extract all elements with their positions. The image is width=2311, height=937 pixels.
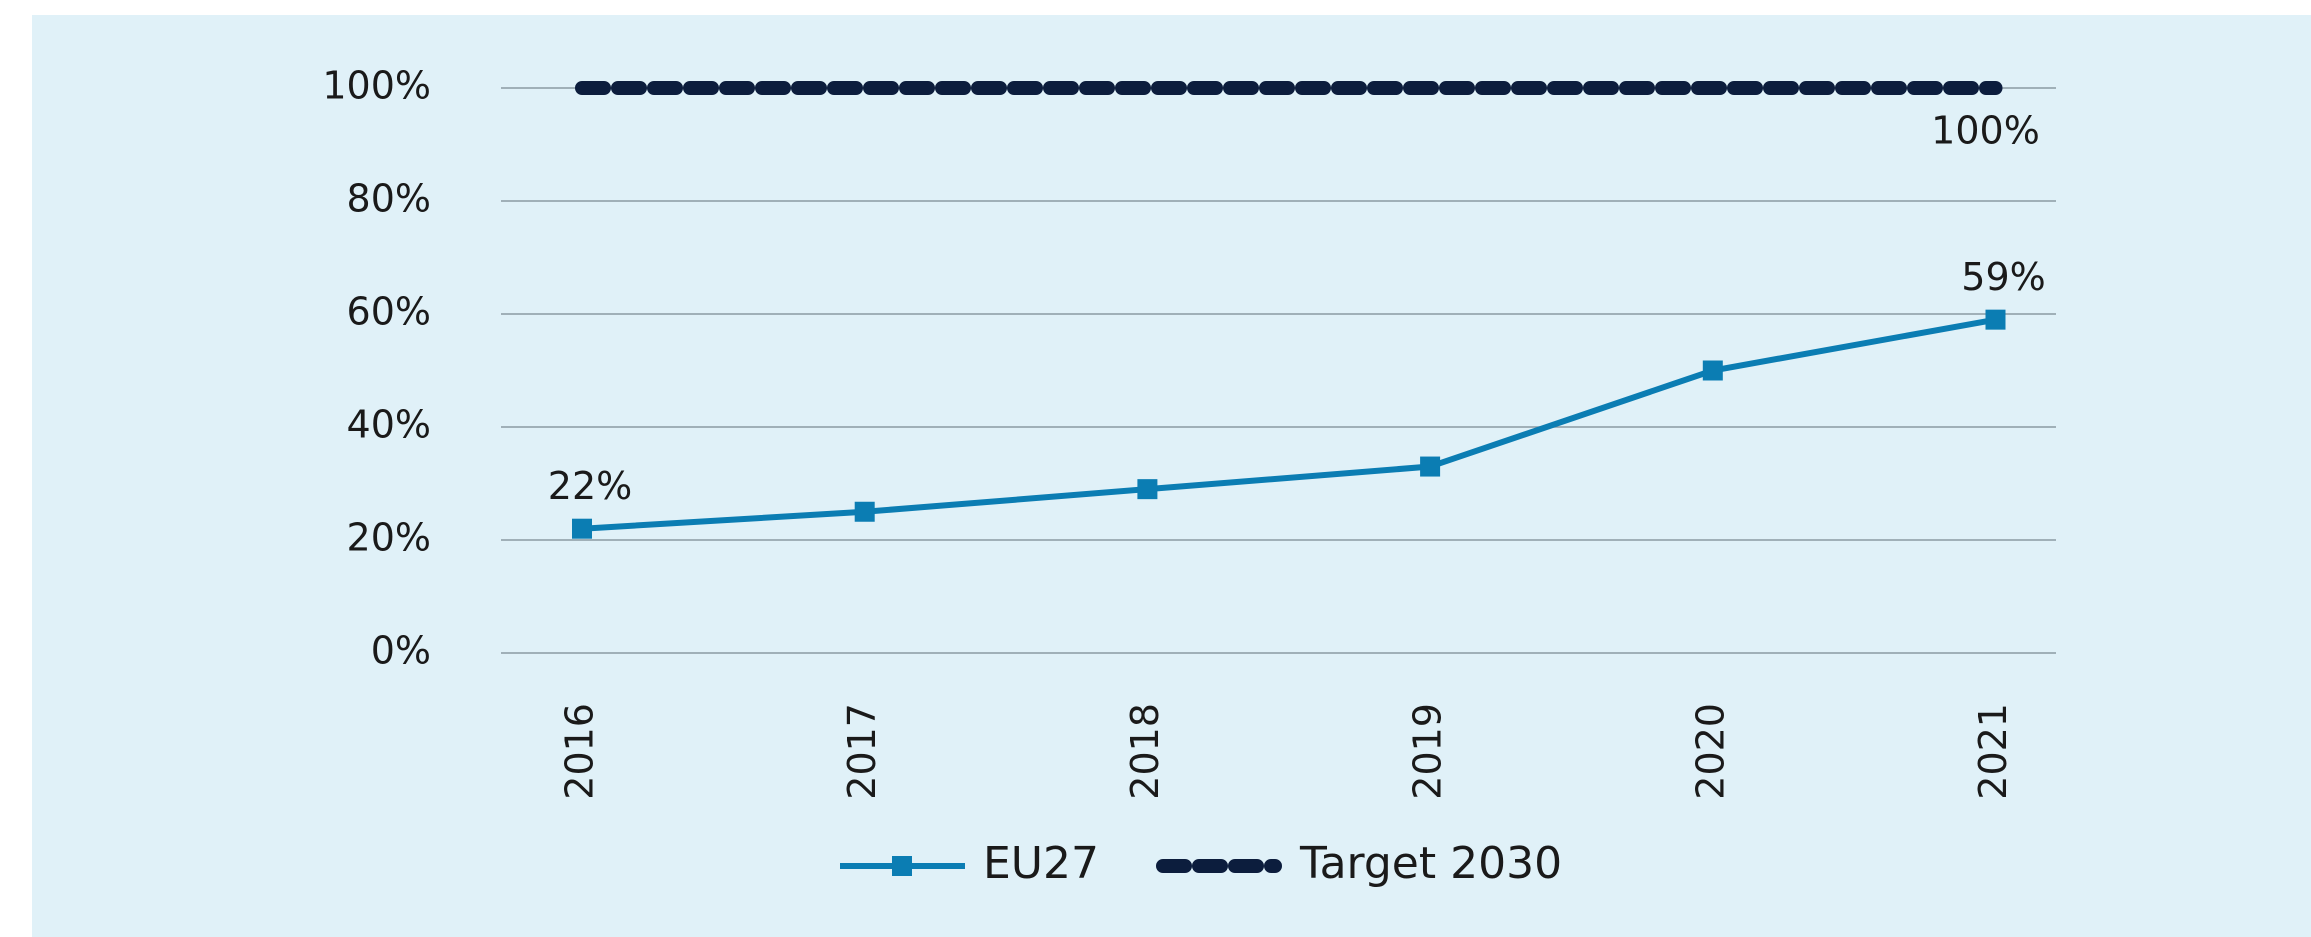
marker — [1420, 456, 1441, 477]
data-label: 22% — [548, 464, 632, 508]
x-tick-label: 2021 — [1971, 703, 2015, 800]
data-label: 59% — [1961, 255, 2045, 299]
marker — [1137, 479, 1158, 500]
marker — [572, 518, 592, 539]
legend-label: Target 2030 — [1299, 838, 1562, 889]
marker — [1985, 309, 2006, 330]
legend-label: EU27 — [983, 838, 1099, 889]
data-label: 100% — [1931, 109, 2040, 153]
y-tick-label: 60% — [347, 290, 431, 334]
y-tick-label: 80% — [347, 177, 431, 221]
x-tick-label: 2016 — [558, 703, 602, 800]
y-tick-label: 100% — [322, 64, 431, 108]
series-line — [581, 316, 1997, 532]
x-tick-label: 2019 — [1406, 703, 1450, 800]
y-tick-label: 20% — [347, 516, 431, 560]
background — [32, 15, 2311, 937]
x-tick-label: 2018 — [1123, 703, 1167, 800]
y-tick-label: 0% — [371, 629, 431, 673]
x-tick-label: 2017 — [840, 703, 884, 800]
legend-marker — [892, 856, 912, 876]
marker — [854, 501, 875, 522]
y-tick-label: 40% — [347, 403, 431, 447]
marker — [1702, 360, 1723, 381]
x-tick-label: 2020 — [1688, 703, 1732, 800]
